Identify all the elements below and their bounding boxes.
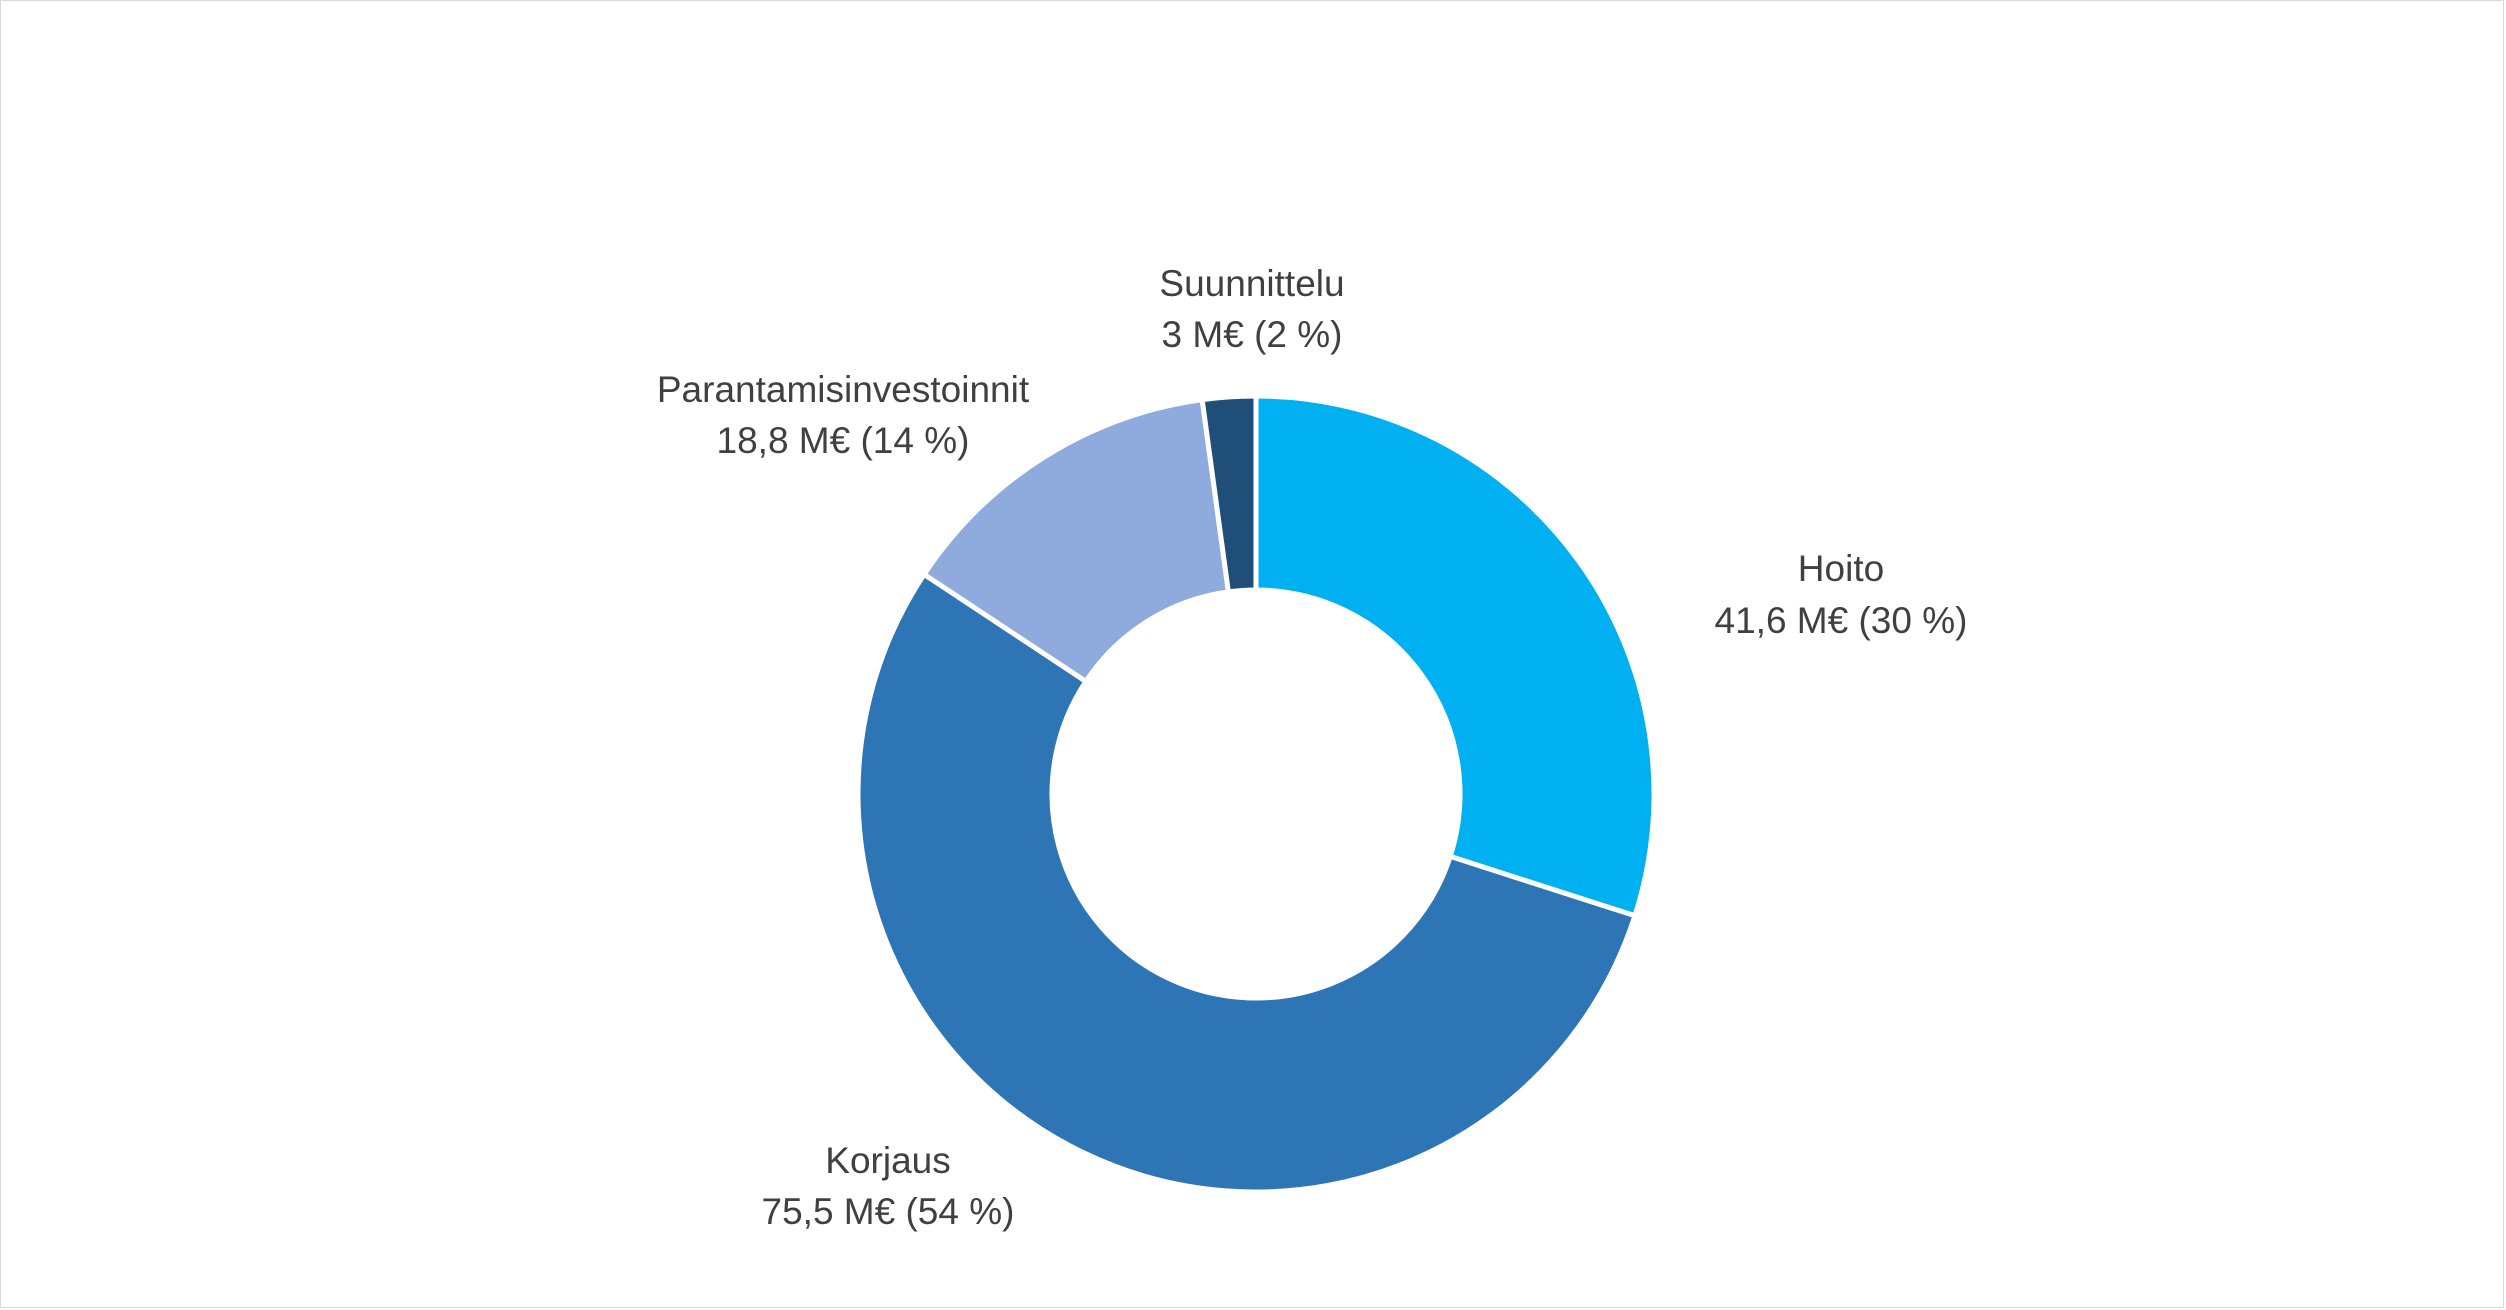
label-korjaus-name: Korjaus	[825, 1140, 950, 1181]
slice-parantamisinvestoinnit	[920, 396, 1232, 685]
label-parantamisinvestoinnit-value: 18,8 M€ (14 %)	[717, 420, 970, 461]
label-parantamisinvestoinnit-name: Parantamisinvestoinnit	[657, 369, 1030, 410]
slice-suunnittelu	[1199, 393, 1259, 595]
label-suunnittelu-name: Suunnittelu	[1159, 263, 1344, 304]
label-korjaus-value: 75,5 M€ (54 %)	[762, 1191, 1015, 1232]
label-suunnittelu-value: 3 M€ (2 %)	[1162, 314, 1343, 355]
slice-hoito	[1253, 393, 1657, 919]
label-hoito-value: 41,6 M€ (30 %)	[1715, 600, 1968, 641]
label-hoito-name: Hoito	[1798, 548, 1884, 589]
donut-slices	[855, 393, 1657, 1195]
slice-korjaus	[855, 570, 1639, 1195]
